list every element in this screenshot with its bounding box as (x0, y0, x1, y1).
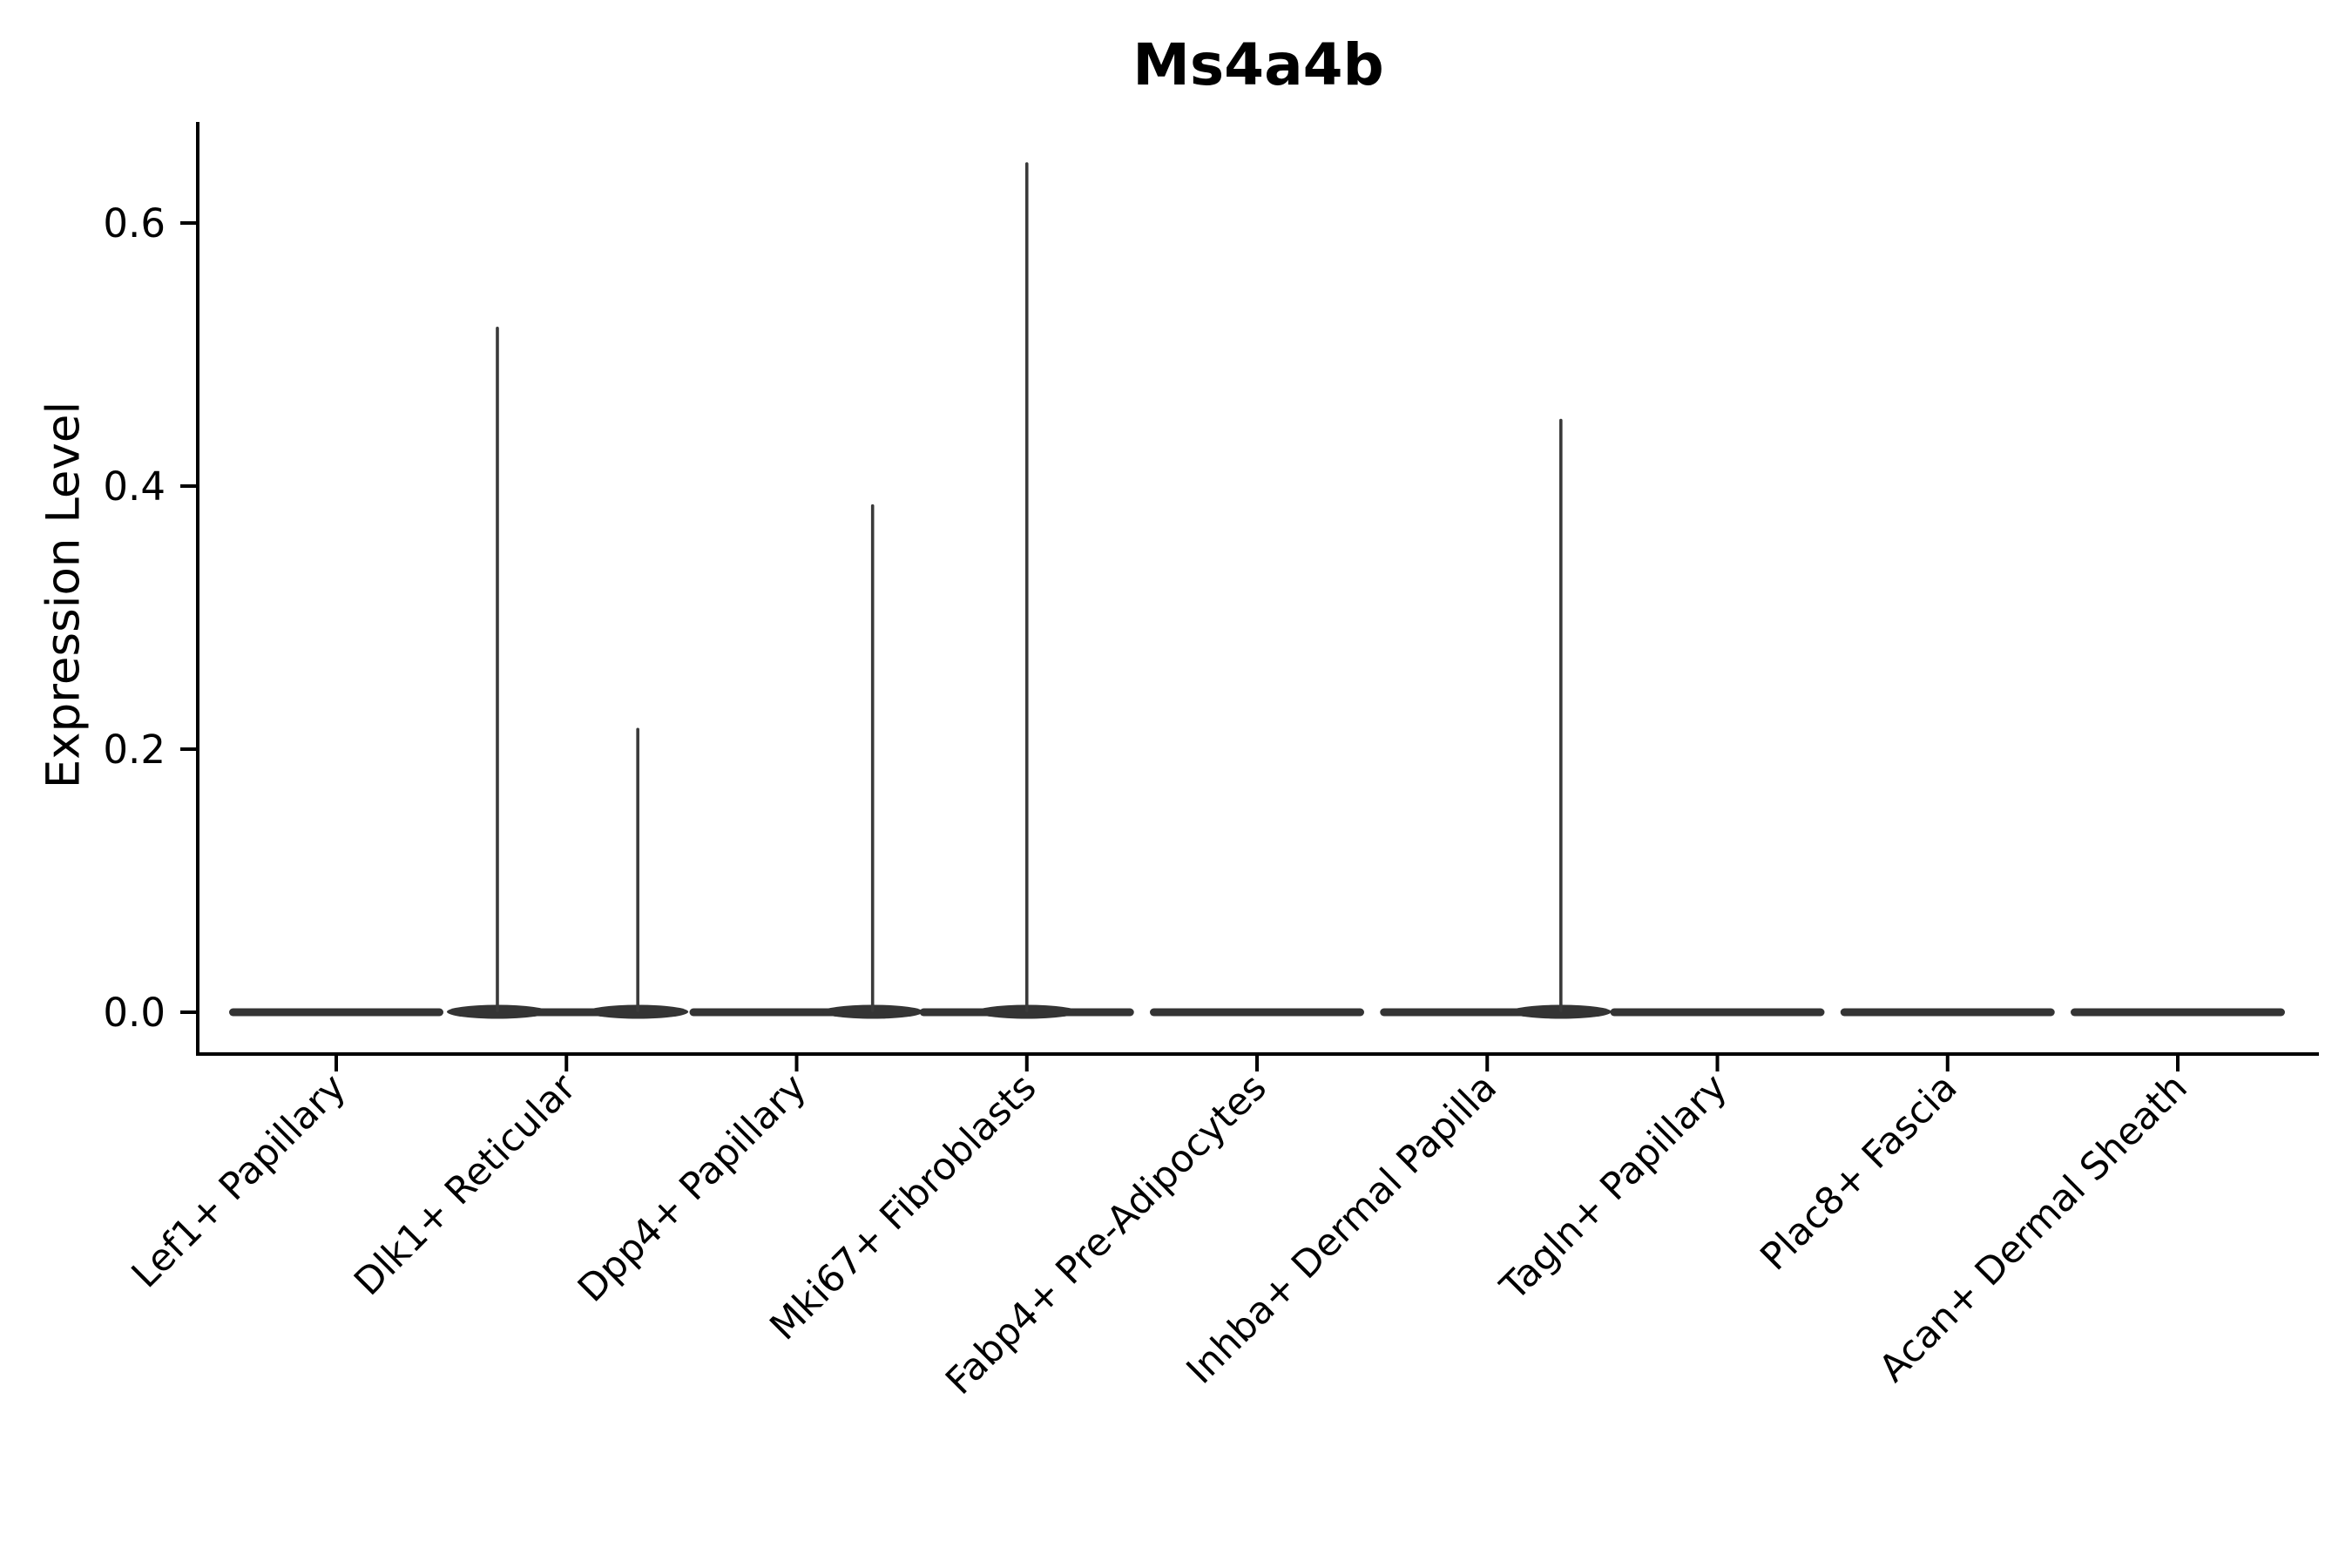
x-tick (1024, 1056, 1029, 1071)
x-tick-label: Mki67+ Fibroblasts (762, 1065, 1045, 1348)
x-tick (794, 1056, 799, 1071)
y-tick-label: 0.0 (103, 990, 166, 1036)
x-axis-spine (196, 1052, 2319, 1056)
chart-title: Ms4a4b (1132, 31, 1384, 98)
x-tick-label: Dpp4+ Papillary (570, 1065, 814, 1310)
x-tick-label: Lef1+ Papillary (124, 1065, 355, 1296)
x-tick (1485, 1056, 1490, 1071)
x-tick-label: Dlk1+ Reticular (346, 1065, 585, 1304)
y-tick (180, 484, 196, 488)
violin-body (2071, 1008, 2285, 1017)
violin-body (229, 1008, 443, 1017)
x-tick (564, 1056, 569, 1071)
violin-body (1610, 1008, 1825, 1017)
violin-body (1840, 1008, 2055, 1017)
x-tick-label: Plac8+ Fascia (1753, 1065, 1966, 1279)
x-tick (335, 1056, 338, 1071)
x-tick (1945, 1056, 1950, 1071)
x-tick (1715, 1056, 1720, 1071)
x-tick (2176, 1056, 2180, 1071)
x-tick-label: Tagln+ Papillary (1492, 1065, 1736, 1309)
y-tick-label: 0.2 (103, 727, 166, 773)
y-tick-label: 0.4 (103, 463, 166, 510)
y-tick (180, 747, 196, 751)
y-tick (180, 221, 196, 225)
x-tick (1255, 1056, 1259, 1071)
y-tick (180, 1010, 196, 1014)
y-tick-label: 0.6 (103, 200, 166, 247)
y-axis-spine (196, 122, 199, 1056)
violin-body (1150, 1008, 1364, 1017)
